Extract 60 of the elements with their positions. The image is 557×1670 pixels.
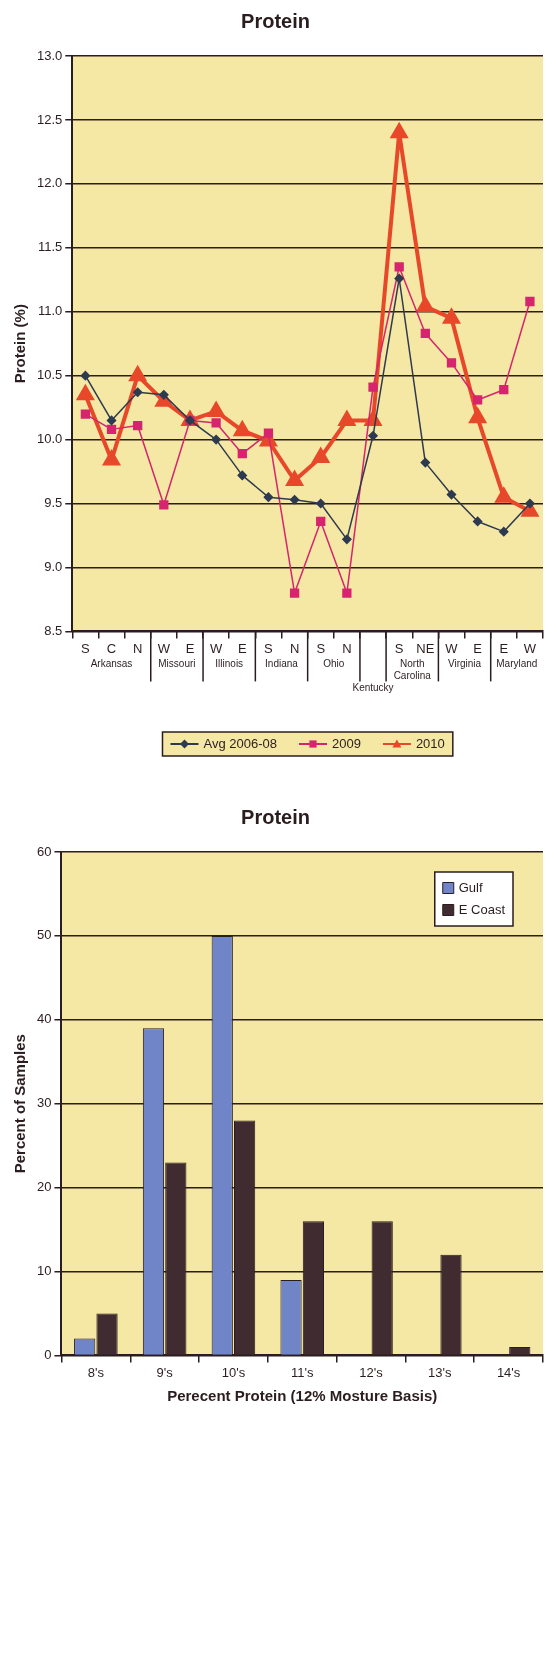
x-tick-label: 13's <box>428 1364 453 1380</box>
y-axis-title: Percent of Samples <box>11 1034 29 1174</box>
text: Ohio <box>323 658 345 670</box>
y-tick-label: 12.0 <box>36 175 63 191</box>
x-tick-label: E <box>237 640 247 656</box>
y-tick-label: 10.0 <box>36 431 63 447</box>
x-tick-label: S <box>394 640 404 656</box>
x-tick-label: C <box>106 640 117 656</box>
x-tick-label: W <box>209 640 223 656</box>
text: Missouri <box>158 658 196 670</box>
y-tick-label: 12.5 <box>36 111 63 127</box>
x-tick-label: N <box>132 640 143 656</box>
x-tick-label: 14's <box>496 1364 521 1380</box>
x-tick-label: E <box>473 640 483 656</box>
x-tick-label: E <box>185 640 195 656</box>
chart-title: Protein <box>241 9 310 32</box>
x-tick-label: W <box>445 640 459 656</box>
x-tick-label: 9's <box>156 1364 174 1380</box>
x-tick-label: S <box>81 640 91 656</box>
chart-title: Protein <box>241 805 310 828</box>
y-tick-label: 50 <box>36 927 52 943</box>
x-tick-label: 8's <box>87 1364 105 1380</box>
legend-label: E Coast <box>458 901 506 917</box>
y-tick-label: 0 <box>44 1346 52 1362</box>
y-tick-label: 40 <box>36 1011 52 1027</box>
x-tick-label: 10's <box>221 1364 246 1380</box>
y-tick-label: 10 <box>36 1263 52 1279</box>
text: Maryland <box>496 658 538 670</box>
legend-label: 2009 <box>331 735 361 751</box>
legend-label: Avg 2006-08 <box>203 735 277 751</box>
y-tick-label: 13.0 <box>36 47 63 63</box>
legend-label: Gulf <box>458 879 483 895</box>
x-tick-label: NE <box>416 640 435 656</box>
text: Arkansas <box>90 658 133 670</box>
y-tick-label: 20 <box>36 1179 52 1195</box>
x-tick-label: 12's <box>359 1364 384 1380</box>
x-tick-label: N <box>289 640 300 656</box>
text: Indiana <box>265 658 299 670</box>
x-tick-label: S <box>264 640 274 656</box>
x-tick-label: E <box>499 640 509 656</box>
text: Kentucky <box>352 682 394 694</box>
y-tick-label: 11.0 <box>37 303 63 319</box>
x-tick-label: W <box>523 640 537 656</box>
legend-label: 2010 <box>415 735 445 751</box>
text: Virginia <box>447 658 482 670</box>
x-tick-label: S <box>316 640 326 656</box>
y-tick-label: 11.5 <box>37 239 63 255</box>
y-tick-label: 8.5 <box>44 622 63 638</box>
x-tick-label: W <box>157 640 171 656</box>
y-tick-label: 60 <box>36 843 52 859</box>
x-tick-label: 11's <box>290 1364 314 1380</box>
text: Illinois <box>215 658 244 670</box>
y-tick-label: 9.0 <box>44 559 63 575</box>
y-tick-label: 30 <box>36 1095 52 1111</box>
y-tick-label: 9.5 <box>44 495 63 511</box>
y-tick-label: 10.5 <box>36 367 63 383</box>
x-axis-title: Perecent Protein (12% Mosture Basis) <box>167 1387 438 1405</box>
y-axis-title: Protein (%) <box>11 304 29 384</box>
x-tick-label: N <box>342 640 352 656</box>
text: North Carolina <box>393 658 432 682</box>
